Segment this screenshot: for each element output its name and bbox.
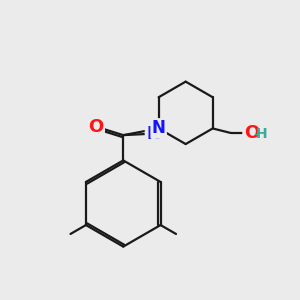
Text: O: O xyxy=(88,118,103,136)
Text: N: N xyxy=(152,119,166,137)
Text: O: O xyxy=(244,124,259,142)
Text: N: N xyxy=(146,125,160,143)
Text: H: H xyxy=(255,128,267,141)
